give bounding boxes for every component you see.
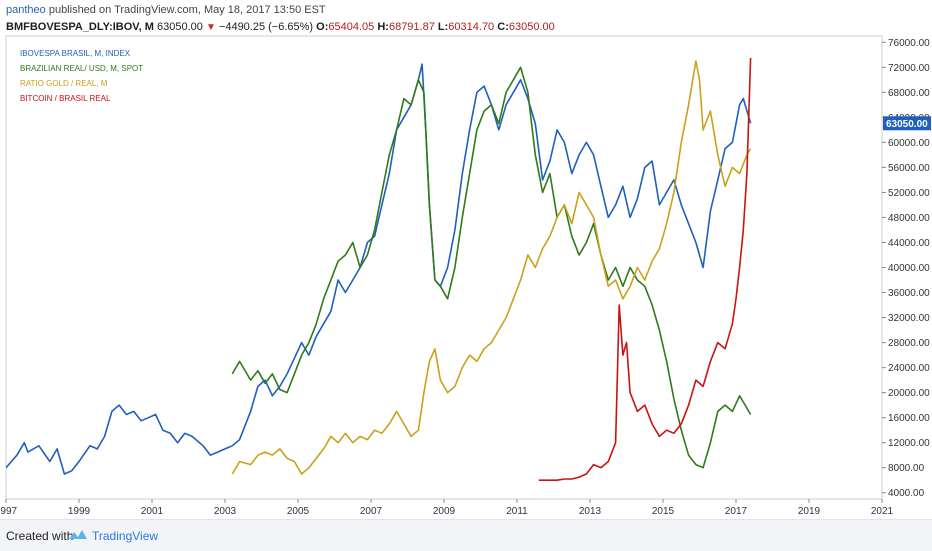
symbol-label: BMFBOVESPA_DLY:IBOV, M	[6, 21, 154, 33]
y-tick-label: 40000.00	[888, 263, 930, 274]
publish-info: pantheo published on TradingView.com, Ma…	[6, 4, 326, 16]
x-tick-label: 1999	[68, 506, 91, 517]
high-label: H:	[377, 21, 389, 33]
low-label: L:	[437, 21, 449, 33]
y-tick-label: 52000.00	[888, 188, 930, 199]
symbol-info: BMFBOVESPA_DLY:IBOV, M 63050.00 ▼ −4490.…	[6, 21, 555, 33]
series-line-brl[interactable]	[231, 66, 752, 469]
y-tick-label: 24000.00	[888, 363, 930, 374]
y-tick-label: 4000.00	[888, 488, 925, 499]
x-tick-label: 2007	[360, 506, 383, 517]
price-tag-label: 63050.00	[886, 119, 928, 130]
tradingview-brand-link[interactable]: TradingView	[92, 529, 159, 543]
series-line-gold[interactable]	[231, 60, 752, 475]
publisher-name[interactable]: pantheo	[6, 4, 46, 16]
legend-entry: BITCOIN / BRASIL REAL	[20, 94, 111, 103]
close-label: C:	[497, 21, 509, 33]
x-tick-label: 2013	[579, 506, 602, 517]
y-tick-label: 44000.00	[888, 238, 930, 249]
low-value: 60314.70	[448, 21, 495, 33]
y-tick-label: 36000.00	[888, 288, 930, 299]
x-tick-label: 1997	[0, 506, 18, 517]
y-tick-label: 28000.00	[888, 338, 930, 349]
last-price: 63050.00	[156, 21, 203, 33]
x-tick-label: 2003	[214, 506, 237, 517]
x-tick-label: 2015	[652, 506, 675, 517]
y-tick-label: 76000.00	[888, 38, 930, 49]
y-tick-label: 20000.00	[888, 388, 930, 399]
legend-entry: RATIO GOLD / REAL, M	[20, 79, 108, 88]
price-change: −4490.25 (−6.65%)	[218, 21, 314, 33]
x-tick-label: 2011	[506, 506, 528, 517]
high-value: 68791.87	[388, 21, 435, 33]
x-tick-label: 2005	[287, 506, 310, 517]
legend-entry: IBOVESPA BRASIL, M, INDEX	[20, 49, 131, 58]
tradingview-logo-icon[interactable]	[68, 528, 88, 542]
open-value: 65404.05	[328, 21, 375, 33]
legend-entry: BRAZILIAN REAL/ USD, M, SPOT	[20, 64, 143, 73]
price-chart[interactable]: 4000.00 8000.00 12000.00 16000.00 20000.00 24…	[0, 0, 932, 519]
series-line-btc[interactable]	[538, 57, 752, 482]
footer-bar: Created with TradingView	[0, 519, 932, 551]
price-tag	[883, 116, 931, 131]
created-with-text: Created with	[6, 529, 74, 543]
close-value: 63050.00	[508, 21, 555, 33]
x-tick-label: 2001	[141, 506, 164, 517]
x-tick-label: 2017	[725, 506, 748, 517]
down-arrow-icon: ▼	[205, 22, 216, 33]
x-tick-label: 2021	[871, 506, 894, 517]
y-tick-label: 68000.00	[888, 88, 930, 99]
y-tick-label: 16000.00	[888, 413, 930, 424]
x-tick-label: 2019	[798, 506, 821, 517]
y-tick-label: 60000.00	[888, 138, 930, 149]
y-tick-label: 8000.00	[888, 463, 925, 474]
y-tick-label: 56000.00	[888, 163, 930, 174]
x-tick-label: 2009	[433, 506, 456, 517]
y-tick-label: 48000.00	[888, 213, 930, 224]
open-label: O:	[316, 21, 329, 33]
y-tick-label: 12000.00	[888, 438, 930, 449]
plot-area[interactable]	[5, 35, 883, 500]
published-text: published on TradingView.com, May 18, 20…	[48, 4, 326, 16]
y-tick-label: 72000.00	[888, 63, 930, 74]
y-tick-label: 32000.00	[888, 313, 930, 324]
